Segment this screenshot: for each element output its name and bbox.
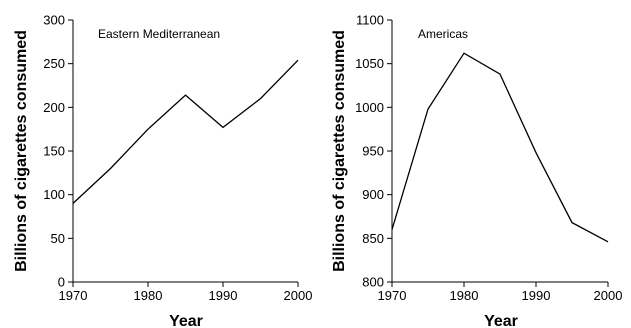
x-axis-label-eastern-mediterranean: Year	[169, 313, 203, 328]
x-tick-label: 1980	[450, 288, 479, 303]
y-axis-label-americas: Billions of cigarettes consumed	[331, 30, 348, 272]
chart-title-eastern-mediterranean: Eastern Mediterranean	[98, 27, 220, 41]
y-axis-label-eastern-mediterranean: Billions of cigarettes consumed	[13, 30, 30, 272]
y-tick-label: 300	[43, 13, 65, 28]
y-tick-label: 1000	[355, 100, 384, 115]
y-tick-label: 0	[58, 275, 65, 290]
y-tick-label: 50	[51, 231, 65, 246]
y-tick-label: 200	[43, 100, 65, 115]
chart-panel-americas: Billions of cigarettes consumed Year Ame…	[331, 13, 622, 328]
y-tick-label: 900	[362, 187, 384, 202]
y-tick-label: 150	[43, 144, 65, 159]
x-tick-label: 2000	[284, 288, 313, 303]
series-line-americas	[391, 52, 609, 243]
y-tick-label: 850	[362, 231, 384, 246]
y-tick-label: 950	[362, 144, 384, 159]
x-axis-label-americas: Year	[484, 313, 518, 328]
y-tick-label: 1050	[355, 56, 384, 71]
chart-panel-eastern-mediterranean: Billions of cigarettes consumed Year Eas…	[13, 13, 312, 328]
x-tick-label: 1990	[522, 288, 551, 303]
x-tick-label: 2000	[594, 288, 623, 303]
y-tick-label: 800	[362, 275, 384, 290]
x-tick-label: 1970	[59, 288, 88, 303]
y-tick-label: 100	[43, 187, 65, 202]
x-tick-label: 1990	[209, 288, 238, 303]
x-tick-label: 1970	[378, 288, 407, 303]
series-line-eastern-mediterranean	[72, 59, 299, 204]
x-tick-label: 1980	[134, 288, 163, 303]
chart-title-americas: Americas	[418, 27, 468, 41]
y-tick-label: 1100	[356, 13, 384, 28]
y-tick-label: 250	[43, 56, 65, 71]
